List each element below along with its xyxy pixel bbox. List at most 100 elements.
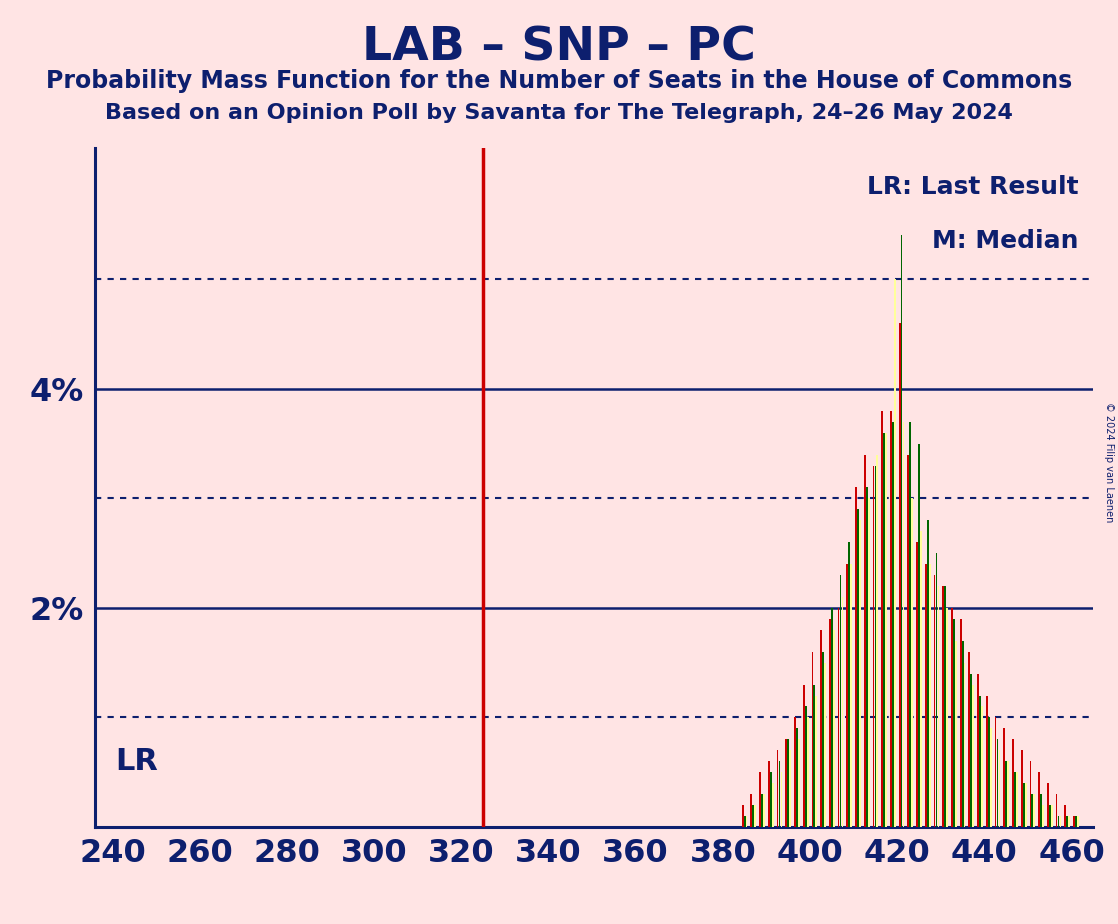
Bar <box>1033 794 1035 827</box>
Bar <box>1073 816 1074 827</box>
Bar <box>877 455 879 827</box>
Bar <box>955 640 957 827</box>
Bar <box>794 717 796 827</box>
Bar <box>1058 816 1060 827</box>
Bar <box>785 739 787 827</box>
Bar <box>1030 761 1031 827</box>
Bar <box>746 816 748 827</box>
Bar <box>927 520 929 827</box>
Bar <box>890 411 892 827</box>
Bar <box>803 685 805 827</box>
Bar <box>1077 816 1079 827</box>
Bar <box>973 685 974 827</box>
Bar <box>1040 794 1042 827</box>
Bar <box>977 674 979 827</box>
Bar <box>771 784 774 827</box>
Bar <box>868 498 870 827</box>
Bar <box>961 640 964 827</box>
Bar <box>846 564 849 827</box>
Bar <box>945 586 946 827</box>
Bar <box>918 444 920 827</box>
Bar <box>995 717 996 827</box>
Bar <box>925 564 927 827</box>
Text: © 2024 Filip van Laenen: © 2024 Filip van Laenen <box>1105 402 1114 522</box>
Bar <box>741 805 743 827</box>
Bar <box>865 488 868 827</box>
Bar <box>970 674 973 827</box>
Text: Based on an Opinion Poll by Savanta for The Telegraph, 24–26 May 2024: Based on an Opinion Poll by Savanta for … <box>105 103 1013 124</box>
Bar <box>770 772 771 827</box>
Bar <box>858 509 859 827</box>
Bar <box>902 421 904 827</box>
Bar <box>1039 772 1040 827</box>
Bar <box>989 728 992 827</box>
Bar <box>831 608 833 827</box>
Bar <box>872 466 874 827</box>
Bar <box>837 608 840 827</box>
Bar <box>929 564 930 827</box>
Bar <box>996 739 998 827</box>
Bar <box>998 750 1001 827</box>
Bar <box>1076 816 1077 827</box>
Bar <box>1055 794 1058 827</box>
Bar <box>979 696 980 827</box>
Text: LR: Last Result: LR: Last Result <box>866 175 1079 199</box>
Bar <box>761 794 762 827</box>
Bar <box>881 411 883 827</box>
Bar <box>908 455 909 827</box>
Bar <box>1069 816 1070 827</box>
Bar <box>1064 805 1067 827</box>
Bar <box>851 564 852 827</box>
Bar <box>899 323 900 827</box>
Bar <box>942 586 944 827</box>
Bar <box>1046 784 1049 827</box>
Text: M: Median: M: Median <box>932 229 1079 253</box>
Bar <box>824 663 826 827</box>
Bar <box>777 750 778 827</box>
Bar <box>953 619 955 827</box>
Bar <box>911 498 913 827</box>
Bar <box>828 619 831 827</box>
Bar <box>988 717 989 827</box>
Bar <box>964 663 966 827</box>
Bar <box>1003 728 1005 827</box>
Bar <box>1012 739 1014 827</box>
Bar <box>885 432 887 827</box>
Bar <box>936 553 937 827</box>
Bar <box>938 586 939 827</box>
Bar <box>833 630 835 827</box>
Bar <box>883 432 885 827</box>
Bar <box>1060 816 1061 827</box>
Bar <box>946 608 948 827</box>
Bar <box>822 651 824 827</box>
Bar <box>764 794 765 827</box>
Bar <box>916 542 918 827</box>
Bar <box>840 575 842 827</box>
Bar <box>1025 784 1026 827</box>
Bar <box>1049 805 1051 827</box>
Bar <box>1067 816 1068 827</box>
Bar <box>743 816 746 827</box>
Bar <box>805 707 806 827</box>
Bar <box>894 279 896 827</box>
Bar <box>951 608 953 827</box>
Bar <box>842 597 843 827</box>
Bar <box>986 696 987 827</box>
Text: Probability Mass Function for the Number of Seats in the House of Commons: Probability Mass Function for the Number… <box>46 69 1072 93</box>
Bar <box>796 728 798 827</box>
Bar <box>780 772 783 827</box>
Bar <box>901 236 902 827</box>
Bar <box>959 619 961 827</box>
Bar <box>874 466 877 827</box>
Bar <box>1032 794 1033 827</box>
Bar <box>768 761 769 827</box>
Bar <box>1021 750 1023 827</box>
Text: LR: LR <box>115 747 158 776</box>
Bar <box>855 488 856 827</box>
Bar <box>812 651 813 827</box>
Bar <box>849 542 850 827</box>
Bar <box>982 707 983 827</box>
Bar <box>807 717 808 827</box>
Bar <box>1007 761 1010 827</box>
Bar <box>909 421 911 827</box>
